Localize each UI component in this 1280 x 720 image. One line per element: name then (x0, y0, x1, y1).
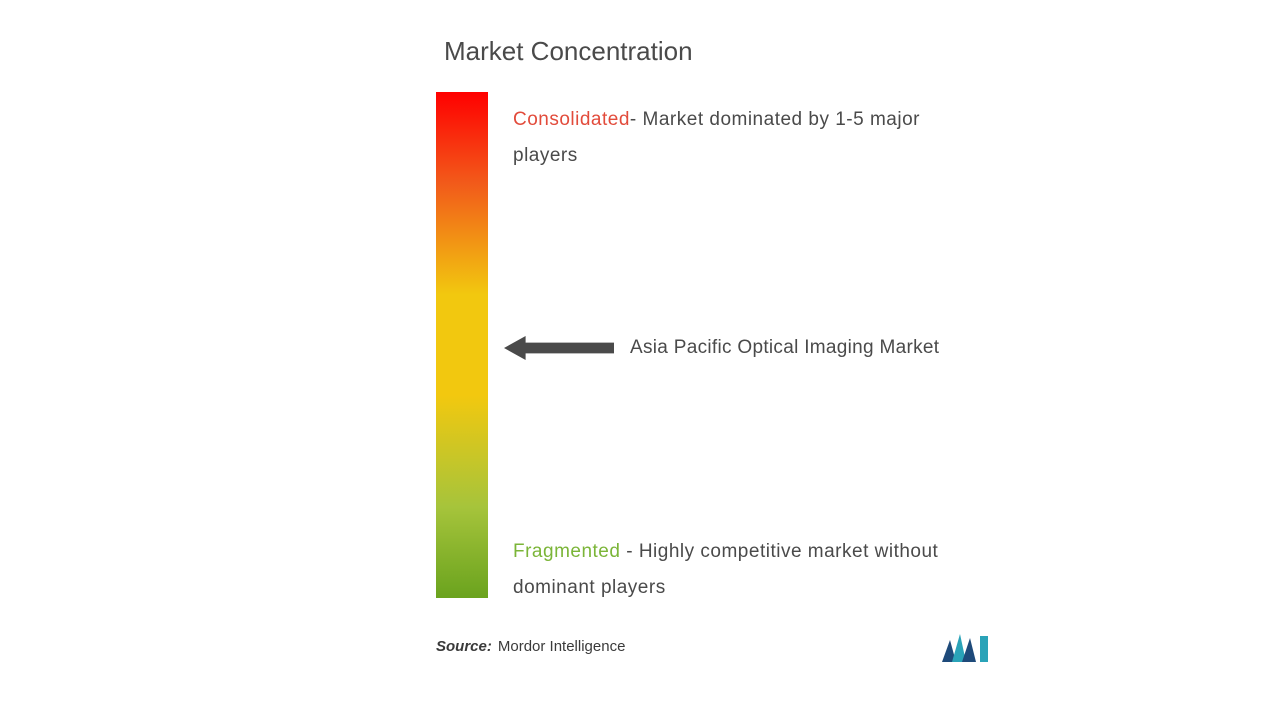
source-name: Mordor Intelligence (498, 638, 626, 655)
market-pointer: Asia Pacific Optical Imaging Market (504, 336, 939, 360)
concentration-gradient-bar (436, 92, 488, 598)
source-prefix: Source: (436, 638, 492, 655)
mordor-logo-icon (942, 634, 990, 662)
chart-title: Market Concentration (444, 36, 693, 67)
chart-canvas: Market Concentration Consolidated- Marke… (0, 0, 1280, 720)
source-footer: Source: Mordor Intelligence (436, 638, 625, 655)
arrow-left-icon (504, 336, 614, 360)
consolidated-term: Consolidated (513, 109, 630, 130)
market-name-label: Asia Pacific Optical Imaging Market (630, 337, 939, 359)
consolidated-label: Consolidated- Market dominated by 1-5 ma… (513, 102, 963, 174)
fragmented-label: Fragmented - Highly competitive market w… (513, 534, 983, 606)
fragmented-term: Fragmented (513, 541, 620, 562)
